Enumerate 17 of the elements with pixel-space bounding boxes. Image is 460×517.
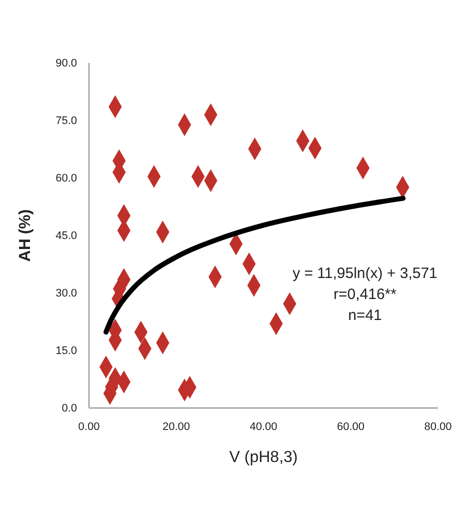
- y-axis-title: AH (%): [17, 209, 34, 262]
- y-tick-label: 30.0: [56, 288, 77, 300]
- annotation: y = 11,95ln(x) + 3,571: [292, 265, 438, 282]
- y-tick-label: 60.0: [56, 172, 77, 185]
- annotation: r=0,416**: [334, 286, 397, 303]
- x-axis-title: V (pH8,3): [229, 449, 298, 466]
- annotation: n=41: [348, 307, 382, 324]
- x-tick-label: 60.00: [336, 420, 365, 433]
- x-tick-label: 20.00: [162, 420, 190, 433]
- x-tick-label: 40.00: [250, 420, 278, 433]
- y-tick-label: 15.0: [56, 345, 77, 358]
- y-tick-label: 90.0: [56, 58, 77, 70]
- y-tick-label: 75.0: [56, 115, 77, 128]
- x-tick-label: 80.00: [424, 420, 452, 433]
- x-tick-label: 0.00: [78, 420, 100, 433]
- y-tick-label: 0.0: [62, 402, 77, 415]
- y-tick-label: 45.0: [56, 230, 77, 242]
